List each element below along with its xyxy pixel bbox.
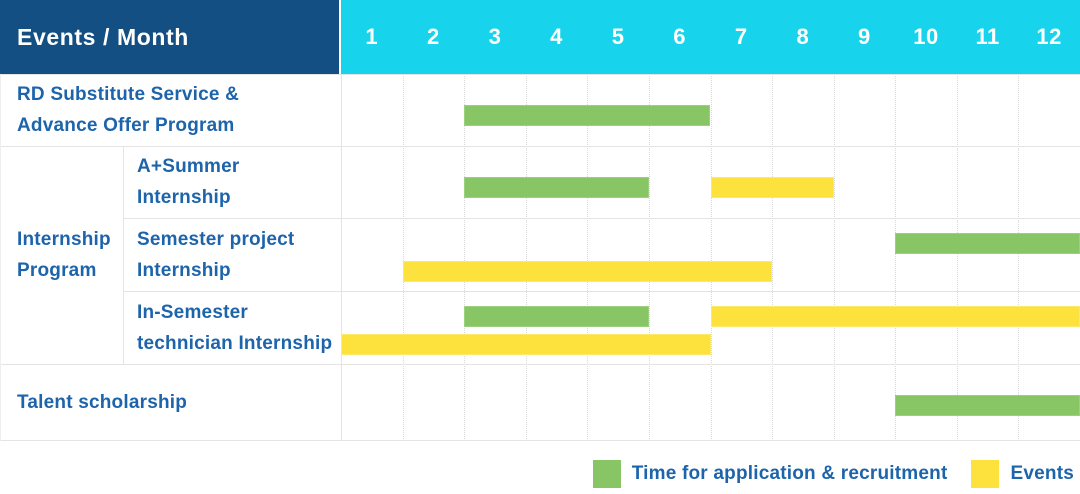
divider-line <box>123 218 1080 219</box>
month-gridline <box>710 74 712 441</box>
divider-line <box>0 364 1080 365</box>
row-label-a-plus-summer-internship: A+Summer Internship <box>123 146 341 218</box>
legend-item-yellow: Events <box>971 460 1074 488</box>
month-gridline <box>587 74 589 441</box>
bar-yellow-in-semester-technician-internship <box>341 334 711 355</box>
divider-line <box>0 74 1080 75</box>
month-gridline <box>525 74 527 441</box>
legend: Time for application & recruitment Events <box>0 441 1080 494</box>
bar-green-rd-substitute-service-advance-offer-program <box>464 105 711 126</box>
month-gridline <box>833 74 835 441</box>
divider-line <box>341 74 342 441</box>
row-label-line: Talent scholarship <box>17 392 188 413</box>
legend-swatch-yellow <box>971 460 1000 488</box>
legend-swatch-green <box>592 460 621 488</box>
divider-line <box>123 146 124 364</box>
bar-yellow-in-semester-technician-internship <box>710 306 1080 327</box>
month-header-6: 6 <box>673 24 687 49</box>
bar-yellow-a-plus-summer-internship <box>710 177 834 198</box>
row-label-line: Semester project <box>137 228 295 250</box>
row-label-line: technician Internship <box>137 332 333 354</box>
month-header-2: 2 <box>426 24 440 49</box>
month-gridline <box>956 74 958 441</box>
month-header-5: 5 <box>611 24 625 49</box>
divider-line <box>0 440 1080 441</box>
row-group-label-internship-program: Internship Program <box>0 146 123 364</box>
row-label-line: In-Semester <box>137 301 248 323</box>
row-label-line: Advance Offer Program <box>17 115 235 136</box>
month-header-9: 9 <box>858 24 871 49</box>
chart-area <box>341 74 1080 441</box>
bar-green-semester-project-internship <box>895 233 1080 254</box>
month-header-10: 10 <box>913 24 939 49</box>
row-label-in-semester-technician-internship: In-Semester technician Internship <box>123 291 341 364</box>
row-label-line: RD Substitute Service & <box>17 84 240 105</box>
table-header-title: Events / Month <box>17 23 189 50</box>
month-gridline <box>1018 74 1020 441</box>
month-header-row: 1 2 3 4 5 6 7 8 9 10 11 12 <box>341 0 1080 74</box>
table-header-events-month: Events / Month <box>0 0 341 74</box>
month-header-8: 8 <box>796 24 810 49</box>
header-row: Events / Month 1 2 3 4 5 6 7 8 9 10 11 12 <box>0 0 1080 74</box>
row-label-line: Program <box>17 260 97 281</box>
divider-line <box>0 146 1080 147</box>
table-body: RD Substitute Service & Advance Offer Pr… <box>0 74 1080 441</box>
month-header-4: 4 <box>550 24 563 49</box>
divider-line <box>0 74 1 441</box>
month-gridline <box>464 74 466 441</box>
row-label-line: A+Summer <box>137 156 240 177</box>
bar-yellow-semester-project-internship <box>402 261 773 282</box>
row-label-line: Internship <box>17 229 111 250</box>
legend-label: Time for application & recruitment <box>631 463 948 484</box>
month-header-11: 11 <box>975 24 1000 49</box>
month-gridline <box>772 74 774 441</box>
bar-green-a-plus-summer-internship <box>464 177 649 198</box>
month-gridline <box>648 74 650 441</box>
row-label-line: Internship <box>137 259 231 281</box>
row-label-talent-scholarship: Talent scholarship <box>0 364 341 441</box>
legend-item-green: Time for application & recruitment <box>592 460 948 488</box>
bar-green-in-semester-technician-internship <box>464 306 649 327</box>
row-label-semester-project-internship: Semester project Internship <box>123 218 341 291</box>
legend-label: Events <box>1010 463 1074 484</box>
divider-line <box>123 291 1080 292</box>
month-header-7: 7 <box>734 24 748 49</box>
bar-green-talent-scholarship <box>895 395 1080 416</box>
month-header-1: 1 <box>365 24 379 49</box>
month-header-3: 3 <box>488 24 502 49</box>
month-header-12: 12 <box>1036 24 1062 49</box>
row-label-rd-substitute-service: RD Substitute Service & Advance Offer Pr… <box>0 74 341 146</box>
month-gridline <box>402 74 404 441</box>
row-label-line: Internship <box>137 187 231 208</box>
month-gridline <box>895 74 897 441</box>
